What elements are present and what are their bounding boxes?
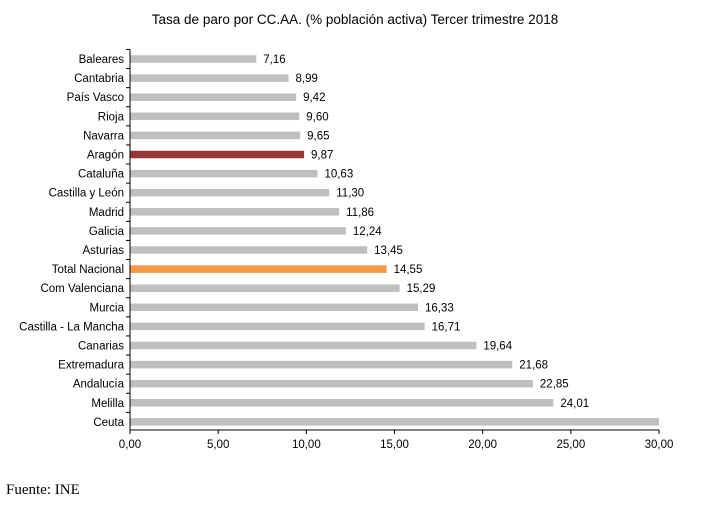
- value-label-melilla: 24,01: [560, 398, 589, 410]
- chart-title: Tasa de paro por CC.AA. (% población act…: [151, 12, 559, 27]
- bar-com-valenciana: [130, 284, 400, 292]
- value-label-total-nacional: 14,55: [394, 264, 423, 276]
- bar-murcia: [130, 303, 418, 312]
- category-label-total-nacional: Total Nacional: [52, 264, 124, 276]
- value-label-pais-vasco: 9,42: [303, 92, 325, 104]
- bar-melilla: [130, 399, 554, 407]
- bar-cantabria: [130, 74, 289, 82]
- category-label-aragon: Aragón: [87, 150, 124, 162]
- category-label-baleares: Baleares: [79, 54, 125, 66]
- bar-asturias: [130, 246, 368, 254]
- bar-andalucia: [130, 379, 533, 388]
- bar-baleares: [130, 55, 257, 63]
- category-label-cataluna: Cataluña: [78, 169, 125, 181]
- bar-navarra: [130, 131, 301, 140]
- category-label-ceuta: Ceuta: [93, 417, 124, 429]
- bar-aragon: [130, 150, 305, 159]
- x-tick-label-4: 20,00: [468, 439, 497, 451]
- bar-castilla-y-leon: [130, 188, 330, 197]
- x-tick-label-5: 25,00: [556, 439, 585, 451]
- category-label-madrid: Madrid: [89, 207, 124, 219]
- category-label-galicia: Galicia: [89, 226, 125, 238]
- category-label-andalucia: Andalucía: [73, 379, 125, 391]
- bar-extremadura: [130, 360, 513, 369]
- value-label-com-valenciana: 15,29: [407, 283, 436, 295]
- bar-madrid: [130, 208, 340, 216]
- source-note: Fuente: INE: [6, 482, 80, 498]
- value-label-castilla-y-leon: 11,30: [336, 188, 364, 200]
- category-label-navarra: Navarra: [83, 130, 125, 142]
- bar-galicia: [130, 227, 346, 235]
- x-tick-label-2: 10,00: [292, 439, 321, 451]
- category-label-com-valenciana: Com Valenciana: [40, 283, 124, 295]
- value-label-aragon: 9,87: [311, 150, 333, 162]
- category-label-cantabria: Cantabria: [74, 73, 124, 85]
- value-label-cataluna: 10,63: [324, 169, 353, 181]
- category-label-castilla-y-leon: Castilla y León: [49, 188, 124, 200]
- category-label-murcia: Murcia: [89, 302, 124, 314]
- x-tick-label-1: 5,00: [207, 439, 229, 451]
- bar-canarias: [130, 341, 477, 350]
- value-label-baleares: 7,16: [263, 54, 285, 66]
- value-label-andalucia: 22,85: [540, 379, 569, 391]
- value-label-navarra: 9,65: [307, 130, 329, 142]
- value-label-rioja: 9,60: [306, 111, 328, 123]
- value-label-cantabria: 8,99: [296, 73, 318, 85]
- bar-pais-vasco: [130, 93, 297, 101]
- value-label-galicia: 12,24: [353, 226, 382, 238]
- bar-ceuta: [130, 418, 659, 426]
- category-label-asturias: Asturias: [82, 245, 124, 257]
- x-tick-label-3: 15,00: [380, 439, 409, 451]
- bar-castilla-la-mancha: [130, 322, 425, 331]
- value-label-asturias: 13,45: [374, 245, 403, 257]
- x-tick-label-0: 0,00: [119, 439, 141, 451]
- category-label-melilla: Melilla: [91, 398, 124, 410]
- bar-total-nacional: [130, 265, 387, 273]
- category-label-pais-vasco: País Vasco: [67, 92, 124, 104]
- category-label-extremadura: Extremadura: [58, 360, 124, 372]
- category-label-canarias: Canarias: [78, 341, 124, 353]
- value-label-murcia: 16,33: [425, 302, 454, 314]
- value-label-castilla-la-mancha: 16,71: [432, 321, 461, 333]
- bar-cataluna: [130, 169, 318, 178]
- value-label-canarias: 19,64: [483, 341, 512, 353]
- x-tick-label-6: 30,00: [645, 439, 674, 451]
- category-label-rioja: Rioja: [98, 111, 125, 123]
- value-label-madrid: 11,86: [346, 207, 374, 219]
- category-label-castilla-la-mancha: Castilla - La Mancha: [19, 321, 124, 333]
- value-label-extremadura: 21,68: [519, 360, 548, 372]
- bar-rioja: [130, 112, 300, 121]
